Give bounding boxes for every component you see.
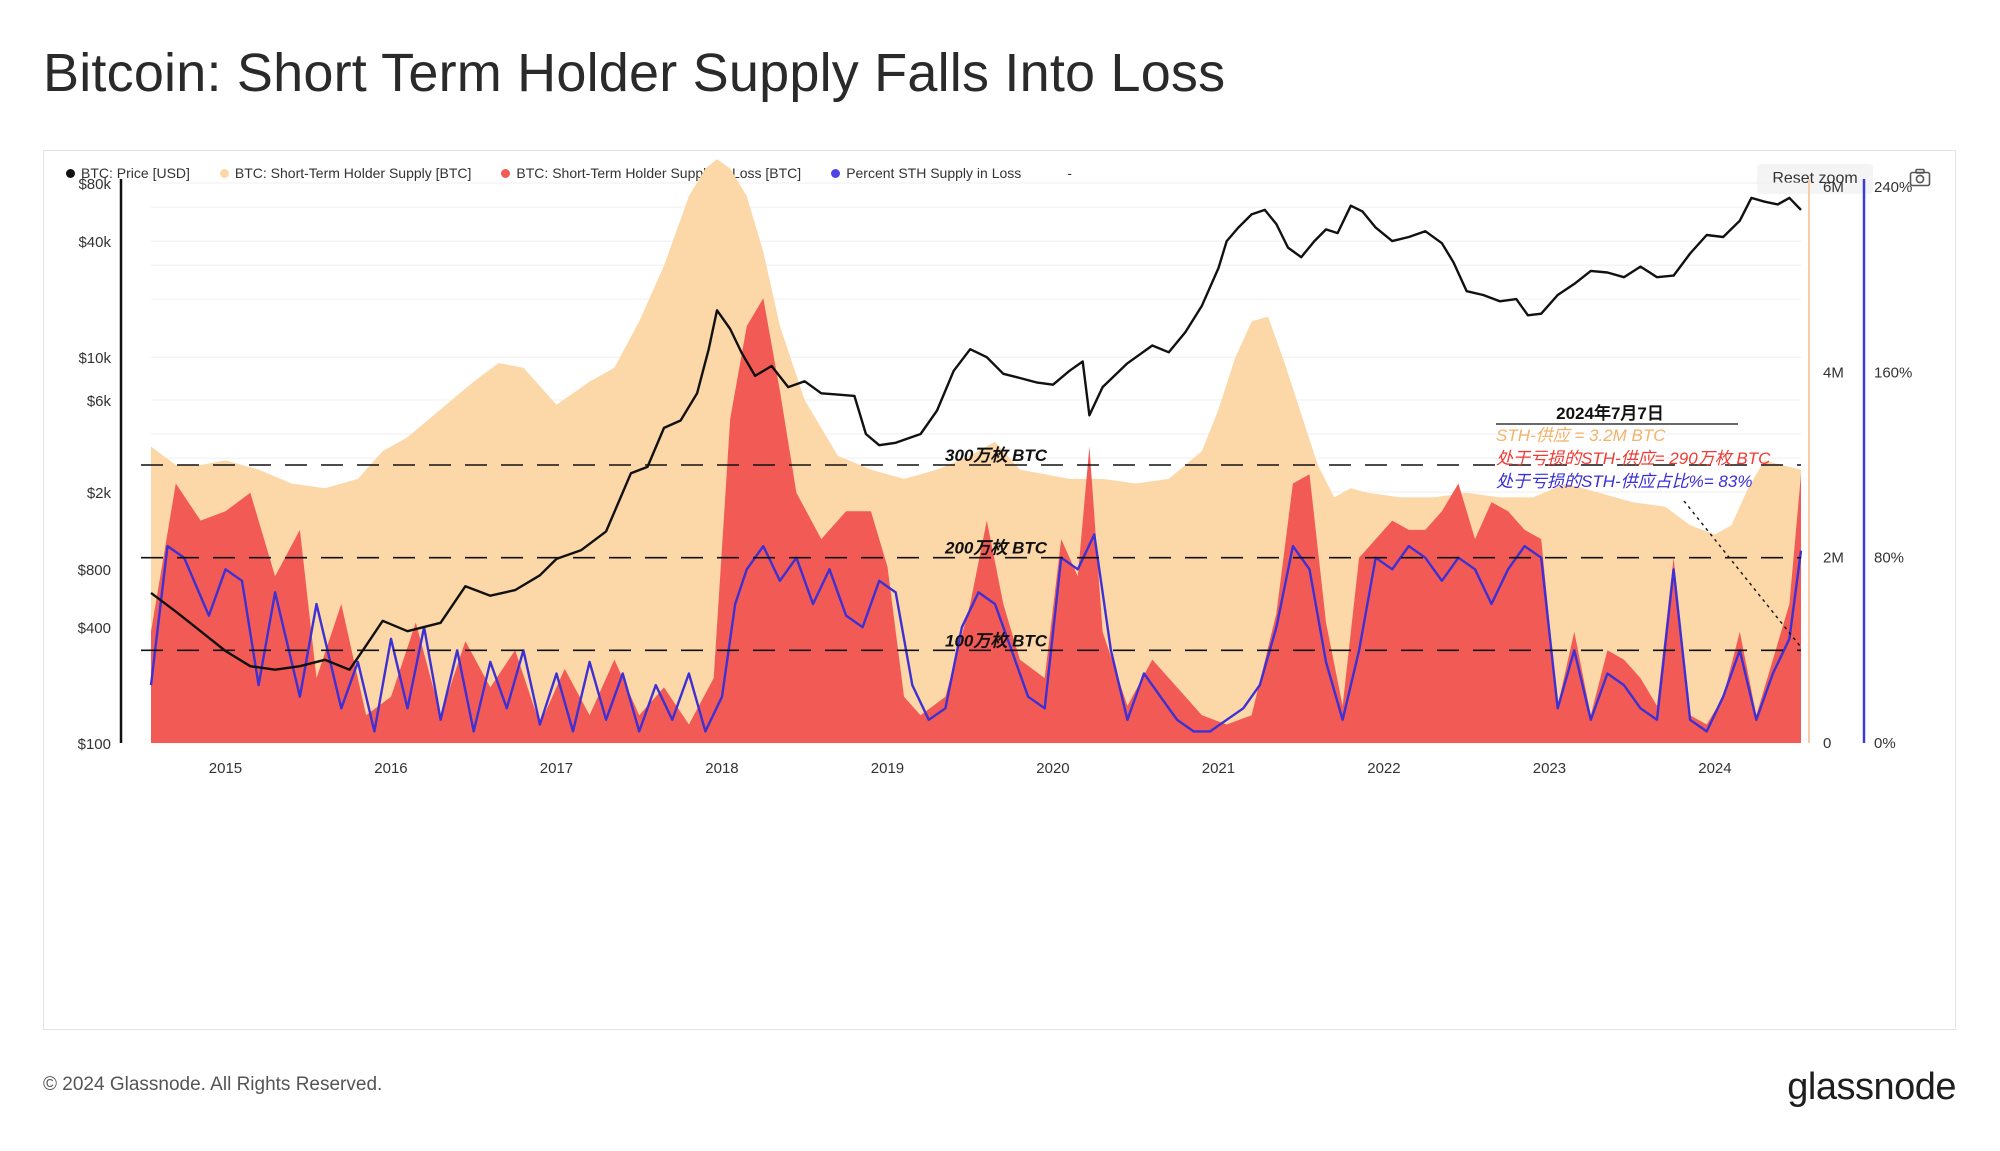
supply-axis-tick-label: 2M — [1823, 550, 1844, 567]
price-axis-tick-label: $800 — [78, 562, 111, 579]
legend-item-sth-supply[interactable]: BTC: Short-Term Holder Supply [BTC] — [219, 165, 472, 181]
page-title: Bitcoin: Short Term Holder Supply Falls … — [43, 43, 1226, 103]
annotation-box: 2024年7月7日 STH-供应 = 3.2M BTC 处于亏损的STH-供应=… — [1496, 403, 1801, 647]
annotation-pct-loss: 处于亏损的STH-供应占比%= 83% — [1496, 472, 1752, 491]
chart-panel: BTC: Price [USD] BTC: Short-Term Holder … — [43, 150, 1956, 1030]
legend-label-sth-supply: BTC: Short-Term Holder Supply [BTC] — [234, 165, 472, 181]
line-pct-loss — [149, 533, 1803, 733]
legend-dot-sth-supply — [219, 168, 229, 178]
percent-axis-tick-label: 160% — [1874, 364, 1912, 381]
reference-lines: 300万枚 BTC 200万枚 BTC 100万枚 BTC — [141, 446, 1801, 652]
percent-axis-tick-label: 80% — [1874, 550, 1904, 567]
x-axis-tick-label: 2015 — [209, 760, 242, 777]
price-axis-tick-label: $400 — [78, 620, 111, 637]
line-btc-price — [150, 196, 1802, 671]
x-axis-tick-label: 2017 — [540, 760, 573, 777]
annotation-pointer — [1683, 500, 1801, 647]
legend-item-pct-loss[interactable]: Percent STH Supply in Loss — [831, 165, 1021, 181]
price-axis-tick-label: $40k — [78, 234, 111, 251]
area-sth-loss — [151, 298, 1801, 743]
legend-item-price[interactable]: BTC: Price [USD] — [66, 165, 190, 181]
annotation-sth-loss: 处于亏损的STH-供应= 290万枚 BTC — [1496, 449, 1771, 468]
price-axis-tick-label: $6k — [87, 393, 112, 410]
x-axis-tick-label: 2018 — [705, 760, 738, 777]
price-axis-tick-label: $10k — [78, 350, 111, 367]
supply-axis-tick-label: 0 — [1823, 735, 1831, 752]
camera-icon[interactable] — [1909, 168, 1931, 188]
price-axis-tick-label: $2k — [87, 485, 112, 502]
annotation-date: 2024年7月7日 — [1556, 403, 1664, 423]
glassnode-logo: glassnode — [1787, 1066, 1956, 1108]
supply-axis-tick-label: 4M — [1823, 364, 1844, 381]
legend-placeholder: - — [1067, 165, 1072, 181]
supply-axis-tick-label: 6M — [1823, 179, 1844, 196]
legend-dot-price — [66, 168, 75, 178]
reference-line-label: 200万枚 BTC — [944, 539, 1048, 558]
x-axis-tick-label: 2023 — [1533, 760, 1566, 777]
price-axis-tick-label: $80k — [78, 176, 111, 193]
reference-line-label: 300万枚 BTC — [945, 446, 1048, 465]
axes: $80k $40k $10k $6k $2k $800 $400 $100 6M 4M 2M 0 240… — [78, 176, 1913, 777]
x-axis-tick-label: 2020 — [1036, 760, 1069, 777]
legend-label-pct-loss: Percent STH Supply in Loss — [846, 165, 1022, 181]
percent-axis-tick-label: 240% — [1874, 179, 1912, 196]
percent-axis-tick-label: 0% — [1874, 735, 1896, 752]
x-axis-tick-label: 2019 — [871, 760, 904, 777]
x-axis-tick-label: 2022 — [1367, 760, 1400, 777]
reference-line-label: 100万枚 BTC — [945, 631, 1048, 650]
x-axis-tick-label: 2024 — [1698, 760, 1731, 777]
x-axis-tick-label: 2021 — [1202, 760, 1235, 777]
line-series — [149, 196, 1803, 733]
legend-dot-pct-loss — [831, 168, 841, 178]
price-axis-tick-label: $100 — [78, 736, 111, 753]
annotation-sth-supply: STH-供应 = 3.2M BTC — [1496, 426, 1666, 445]
copyright-text: © 2024 Glassnode. All Rights Reserved. — [43, 1074, 383, 1095]
area-series — [151, 159, 1801, 743]
legend-label-price: BTC: Price [USD] — [81, 165, 190, 181]
legend-dot-sth-loss — [501, 168, 511, 178]
x-axis-tick-label: 2016 — [374, 760, 407, 777]
